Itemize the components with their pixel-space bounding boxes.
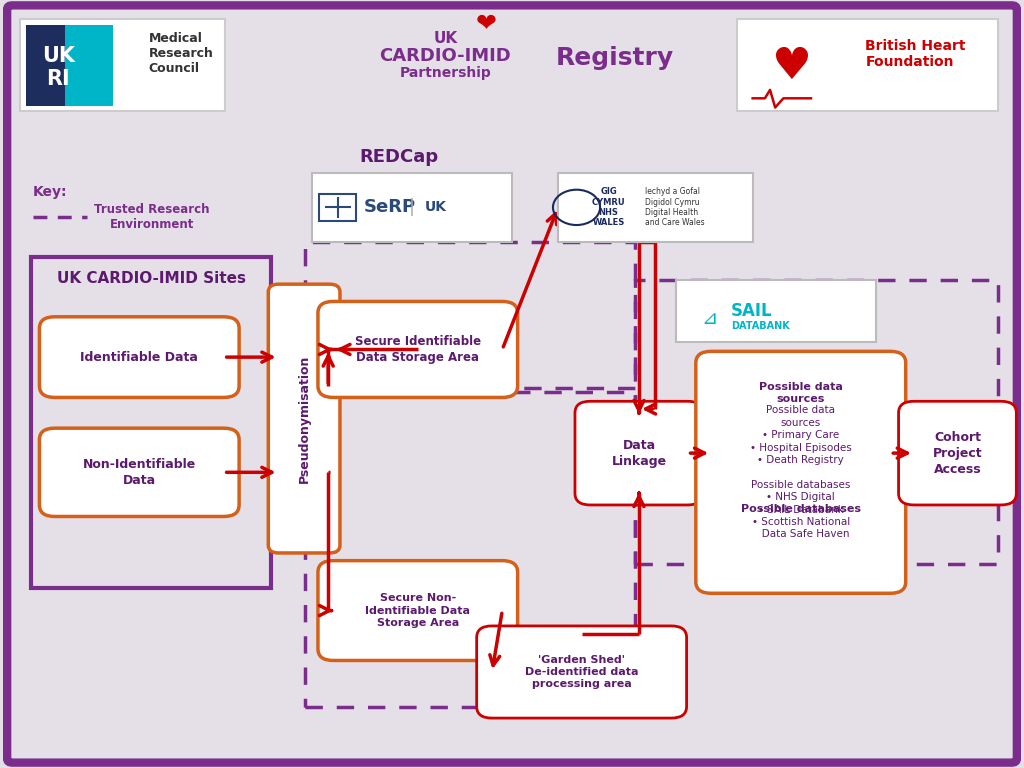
Text: CARDIO-IMID: CARDIO-IMID (380, 47, 511, 65)
FancyBboxPatch shape (575, 402, 702, 505)
Text: Pseudonymisation: Pseudonymisation (298, 354, 310, 483)
Polygon shape (65, 25, 113, 106)
Text: ⊿: ⊿ (701, 310, 718, 328)
Bar (312, 173, 512, 242)
Text: REDCap: REDCap (359, 148, 439, 167)
Text: GIG
CYMRU
NHS
WALES: GIG CYMRU NHS WALES (592, 187, 626, 227)
Text: ❤: ❤ (476, 12, 497, 37)
FancyBboxPatch shape (317, 561, 517, 660)
Bar (305, 242, 635, 388)
Text: Possible data
sources: Possible data sources (759, 382, 843, 404)
Bar (558, 173, 753, 242)
Bar (20, 19, 225, 111)
Text: UK
RI: UK RI (42, 46, 75, 89)
Bar (305, 392, 635, 707)
Text: UK: UK (425, 200, 446, 214)
Bar (635, 280, 998, 564)
Text: Identifiable Data: Identifiable Data (80, 351, 199, 363)
Bar (319, 194, 356, 221)
FancyBboxPatch shape (317, 301, 517, 398)
Bar (676, 280, 876, 342)
Bar (26, 25, 113, 106)
Text: SeRP: SeRP (364, 198, 416, 217)
Text: Data
Linkage: Data Linkage (611, 439, 667, 468)
Text: Key:: Key: (33, 185, 68, 199)
FancyBboxPatch shape (696, 352, 905, 593)
Text: Partnership: Partnership (399, 66, 492, 80)
Text: Registry: Registry (555, 45, 674, 70)
FancyBboxPatch shape (476, 626, 686, 718)
Bar (31, 257, 271, 588)
Text: UK CARDIO-IMID Sites: UK CARDIO-IMID Sites (57, 271, 246, 286)
Bar (737, 19, 998, 111)
Text: ♥: ♥ (771, 45, 810, 88)
Text: Iechyd a Gofal
Digidol Cymru
Digital Health
and Care Wales: Iechyd a Gofal Digidol Cymru Digital Hea… (645, 187, 705, 227)
Text: Possible data
sources
• Primary Care
• Hospital Episodes
• Death Registry

Possi: Possible data sources • Primary Care • H… (750, 406, 852, 539)
Text: |: | (409, 198, 415, 217)
Text: Cohort
Project
Access: Cohort Project Access (933, 431, 982, 475)
Text: Secure Identifiable
Data Storage Area: Secure Identifiable Data Storage Area (354, 335, 481, 364)
FancyBboxPatch shape (40, 316, 240, 398)
Text: Trusted Research
Environment: Trusted Research Environment (94, 203, 210, 230)
FancyBboxPatch shape (899, 402, 1016, 505)
Text: Non-Identifiable
Data: Non-Identifiable Data (83, 458, 196, 487)
Text: DATABANK: DATABANK (731, 321, 790, 332)
FancyBboxPatch shape (268, 284, 340, 553)
FancyBboxPatch shape (40, 429, 240, 516)
Text: 'Garden Shed'
De-identified data
processing area: 'Garden Shed' De-identified data process… (525, 654, 638, 690)
Text: Secure Non-
Identifiable Data
Storage Area: Secure Non- Identifiable Data Storage Ar… (366, 593, 470, 628)
Text: Medical
Research
Council: Medical Research Council (148, 32, 213, 75)
FancyBboxPatch shape (7, 5, 1017, 763)
Text: UK: UK (433, 31, 458, 46)
Text: SAIL: SAIL (731, 302, 773, 320)
Text: Possible databases: Possible databases (740, 504, 861, 515)
Text: British Heart
Foundation: British Heart Foundation (865, 38, 966, 69)
